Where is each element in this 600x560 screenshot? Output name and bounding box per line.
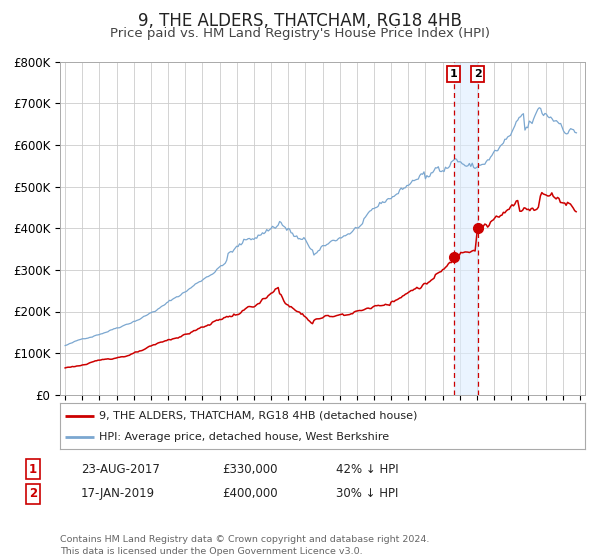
Text: 9, THE ALDERS, THATCHAM, RG18 4HB (detached house): 9, THE ALDERS, THATCHAM, RG18 4HB (detac… (100, 410, 418, 421)
Text: HPI: Average price, detached house, West Berkshire: HPI: Average price, detached house, West… (100, 432, 389, 442)
Text: 42% ↓ HPI: 42% ↓ HPI (336, 463, 398, 476)
Text: 2: 2 (474, 69, 482, 79)
Text: 1: 1 (29, 463, 37, 476)
Text: 9, THE ALDERS, THATCHAM, RG18 4HB: 9, THE ALDERS, THATCHAM, RG18 4HB (138, 12, 462, 30)
Bar (454, 62, 478, 395)
Text: 23-AUG-2017: 23-AUG-2017 (81, 463, 160, 476)
Text: 2: 2 (29, 487, 37, 501)
Text: 17-JAN-2019: 17-JAN-2019 (81, 487, 155, 501)
Text: £400,000: £400,000 (222, 487, 278, 501)
Text: £330,000: £330,000 (222, 463, 277, 476)
Text: 1: 1 (450, 69, 458, 79)
Text: Price paid vs. HM Land Registry's House Price Index (HPI): Price paid vs. HM Land Registry's House … (110, 27, 490, 40)
Text: 30% ↓ HPI: 30% ↓ HPI (336, 487, 398, 501)
Text: Contains HM Land Registry data © Crown copyright and database right 2024.
This d: Contains HM Land Registry data © Crown c… (60, 535, 430, 556)
